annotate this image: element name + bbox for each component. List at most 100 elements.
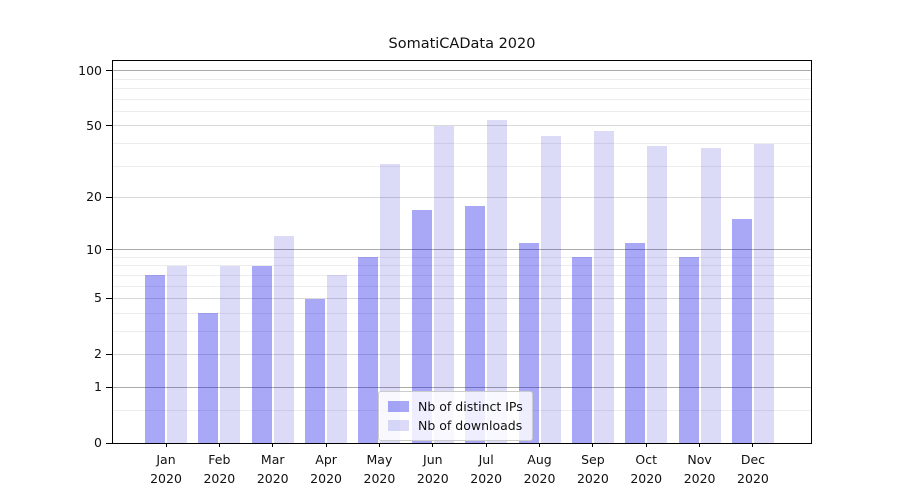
bar-downloads-sep: [593, 130, 614, 443]
x-tick-month-nov: Nov: [687, 452, 712, 467]
y-tick-100: [106, 70, 112, 72]
bar-downloads-apr: [327, 275, 348, 443]
y-tick-label-1: 1: [94, 379, 102, 395]
bar-distinct-ips-apr: [305, 298, 326, 443]
y-tick-label-5: 5: [94, 290, 102, 306]
x-tick-year-jun: 2020: [416, 470, 449, 486]
grid-line-70: [113, 98, 811, 100]
bar-distinct-ips-jan: [145, 275, 165, 443]
x-tick-label-jul: Jul 2020: [454, 451, 518, 489]
x-tick-label-feb: Feb 2020: [187, 451, 251, 489]
legend-item-distinct-ips: Nb of distinct IPs: [388, 397, 523, 416]
x-tick-label-jan: Jan 2020: [134, 451, 198, 489]
bar-distinct-ips-jun: [411, 209, 432, 443]
bar-downloads-feb: [220, 265, 241, 443]
y-tick-50: [106, 125, 112, 127]
x-tick-label-may: May 2020: [347, 451, 411, 489]
bar-distinct-ips-oct: [625, 242, 646, 443]
legend-swatch-distinct-ips: [388, 401, 409, 412]
x-tick-month-apr: Apr: [315, 452, 337, 467]
x-tick-may: [378, 443, 380, 447]
y-tick-label-100: 100: [78, 62, 102, 78]
grid-line-100: [113, 70, 811, 72]
grid-line-8: [113, 265, 811, 267]
grid-line-20: [113, 196, 811, 198]
bars-layer: [113, 61, 811, 443]
y-tick-5: [106, 297, 112, 299]
grid-line-50: [113, 125, 811, 127]
x-tick-month-jan: Jan: [156, 452, 176, 467]
chart-title: SomatiCAData 2020: [388, 36, 536, 52]
legend-label-distinct-ips: Nb of distinct IPs: [418, 399, 523, 414]
bar-downloads-jan: [167, 265, 187, 443]
x-tick-mar: [272, 443, 274, 447]
bar-downloads-nov: [700, 147, 721, 443]
x-tick-dec: [752, 443, 754, 447]
grid-line-10: [113, 249, 811, 251]
x-tick-apr: [325, 443, 327, 447]
x-tick-year-feb: 2020: [203, 470, 236, 486]
y-tick-10: [106, 249, 112, 251]
grid-line-40: [113, 142, 811, 144]
grid-line-90: [113, 78, 811, 80]
x-tick-year-apr: 2020: [310, 470, 342, 486]
x-tick-year-dec: 2020: [737, 470, 769, 486]
grid-line-30: [113, 165, 811, 167]
legend: Nb of distinct IPs Nb of downloads: [378, 391, 533, 441]
x-tick-label-dec: Dec 2020: [721, 451, 785, 489]
grid-line-3: [113, 330, 811, 332]
x-tick-month-mar: Mar: [260, 452, 285, 467]
bar-distinct-ips-feb: [198, 313, 219, 443]
bar-downloads-jul: [487, 119, 508, 443]
x-tick-label-jun: Jun 2020: [401, 451, 465, 489]
grid-line-6: [113, 285, 811, 287]
x-tick-label-apr: Apr 2020: [294, 451, 358, 489]
x-tick-month-jun: Jun: [423, 452, 443, 467]
legend-label-downloads: Nb of downloads: [418, 418, 523, 433]
y-tick-0: [106, 442, 112, 444]
y-tick-label-2: 2: [94, 346, 102, 362]
x-tick-oct: [645, 443, 647, 447]
y-tick-1: [106, 386, 112, 388]
grid-line-7: [113, 274, 811, 276]
x-tick-year-sep: 2020: [576, 470, 609, 486]
bar-downloads-oct: [647, 145, 668, 443]
y-tick-label-50: 50: [86, 117, 102, 133]
x-tick-jul: [485, 443, 487, 447]
bar-distinct-ips-nov: [678, 257, 699, 443]
x-tick-month-jul: Jul: [478, 452, 494, 467]
grid-line-1: [113, 386, 811, 388]
x-tick-year-mar: 2020: [256, 470, 289, 486]
bar-distinct-ips-may: [358, 257, 379, 443]
x-tick-label-sep: Sep 2020: [561, 451, 625, 489]
x-tick-month-feb: Feb: [208, 452, 231, 467]
x-tick-year-oct: 2020: [630, 470, 663, 486]
bar-downloads-aug: [540, 136, 561, 443]
bar-distinct-ips-jul: [465, 205, 486, 443]
gridlines-layer: [113, 61, 811, 443]
x-tick-month-may: May: [366, 452, 393, 467]
x-tick-jan: [165, 443, 167, 447]
y-tick-label-0: 0: [94, 435, 102, 450]
grid-line-9: [113, 256, 811, 258]
grid-line-5: [113, 297, 811, 299]
x-tick-year-nov: 2020: [683, 470, 716, 486]
x-tick-sep: [592, 443, 594, 447]
grid-line-4: [113, 312, 811, 314]
x-tick-month-oct: Oct: [635, 452, 658, 467]
x-tick-feb: [218, 443, 220, 447]
grid-line-60: [113, 110, 811, 112]
y-tick-20: [106, 196, 112, 198]
bar-downloads-jun: [433, 125, 454, 443]
x-tick-year-aug: 2020: [523, 470, 556, 486]
legend-swatch-downloads: [388, 420, 409, 431]
x-tick-month-aug: Aug: [527, 452, 552, 467]
y-tick-label-10: 10: [86, 241, 102, 257]
x-tick-year-may: 2020: [363, 470, 396, 486]
x-tick-nov: [699, 443, 701, 447]
legend-item-downloads: Nb of downloads: [388, 416, 523, 435]
grid-line-2: [113, 353, 811, 355]
bar-distinct-ips-sep: [571, 257, 592, 443]
bar-distinct-ips-dec: [731, 219, 752, 443]
